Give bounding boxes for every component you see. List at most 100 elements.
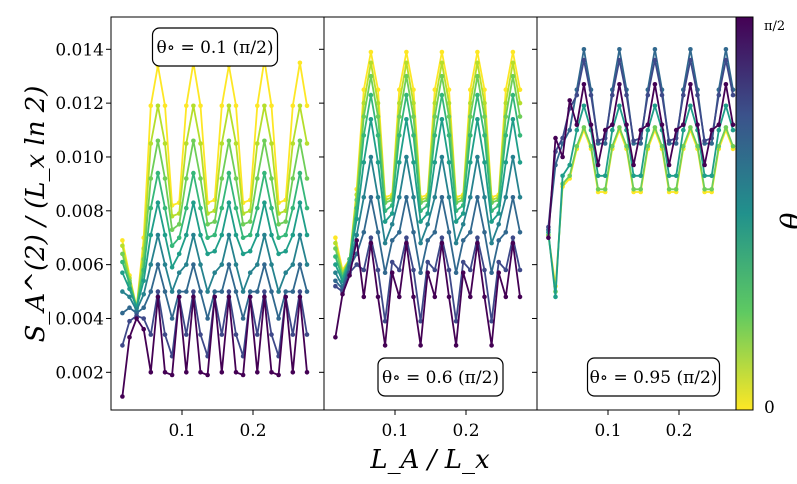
data-point-p2-s5-13 — [638, 127, 643, 133]
panel-right — [546, 47, 736, 300]
data-point-p2-s4-21 — [695, 92, 700, 98]
data-point-p1-s8-7 — [382, 343, 388, 348]
data-point-p1-s6-26 — [517, 230, 523, 235]
data-point-p1-s8-19 — [468, 294, 473, 300]
data-point-p2-s2-4 — [574, 127, 580, 133]
data-point-p0-s7-0 — [120, 343, 125, 348]
data-point-p1-s4-21 — [482, 160, 487, 165]
data-point-p0-s6-17 — [240, 316, 246, 321]
data-point-p1-s7-4 — [361, 267, 367, 273]
data-point-p0-s5-10 — [191, 232, 196, 238]
data-point-p1-s4-12 — [418, 219, 423, 224]
data-point-p0-s5-12 — [205, 289, 210, 294]
y-axis-ticks: 0.002 0.004 0.006 0.008 0.010 0.012 0.014 — [55, 40, 537, 383]
data-point-p2-s4-16 — [659, 92, 665, 98]
data-point-p0-s6-19 — [254, 289, 260, 294]
data-point-p1-s0-19 — [468, 87, 473, 92]
data-point-p2-s5-17 — [666, 162, 672, 168]
data-point-p1-s8-20 — [475, 240, 480, 246]
data-point-p1-s1-16 — [446, 100, 452, 106]
data-point-p0-s6-14 — [219, 289, 225, 294]
annotation-box-1: θ∘ = 0.6 (π/2) — [377, 357, 504, 397]
data-point-p0-s7-11 — [198, 332, 203, 337]
data-point-p0-s2-11 — [198, 176, 203, 181]
data-point-p2-s2-14 — [645, 127, 651, 133]
annotation-suffix-0: (π/2) — [233, 38, 274, 58]
data-point-p0-s4-24 — [290, 232, 296, 238]
data-point-p0-s3-15 — [226, 170, 232, 176]
data-point-p0-s7-16 — [233, 332, 239, 337]
data-point-p0-s3-10 — [191, 170, 196, 176]
data-point-p1-s4-26 — [517, 160, 523, 165]
data-point-p0-s4-1 — [127, 286, 132, 292]
data-point-p2-s1-15 — [652, 125, 658, 130]
data-point-p0-s7-4 — [148, 332, 154, 337]
data-point-p1-s1-0 — [333, 240, 338, 246]
data-point-p0-s5-15 — [226, 232, 232, 238]
data-point-p1-s3-4 — [361, 133, 367, 138]
data-point-p2-s2-9 — [610, 127, 615, 133]
data-point-p1-s7-13 — [425, 259, 431, 265]
data-point-p0-s5-1 — [127, 294, 132, 300]
data-point-p0-s6-8 — [176, 289, 182, 294]
data-point-p1-s4-6 — [375, 160, 381, 165]
data-point-p0-s2-18 — [247, 219, 253, 224]
data-point-p1-s7-26 — [517, 267, 523, 273]
data-point-p1-s5-13 — [425, 222, 431, 227]
data-point-p2-s3-25 — [723, 47, 729, 52]
x-tick-label-0-0: 0.1 — [168, 421, 195, 441]
data-point-p1-s8-12 — [418, 343, 423, 348]
data-point-p1-s7-22 — [489, 318, 494, 324]
data-point-p0-s4-20 — [262, 200, 267, 205]
data-point-p2-s2-17 — [666, 173, 672, 179]
data-point-p1-s0-25 — [510, 49, 516, 55]
data-point-p2-s1-25 — [723, 125, 729, 130]
data-point-p1-s6-22 — [489, 270, 494, 276]
data-point-p2-s3-5 — [581, 47, 587, 52]
data-point-p0-s8-3 — [141, 326, 146, 332]
data-point-p0-s5-3 — [141, 292, 146, 297]
data-point-p1-s1-26 — [517, 100, 523, 106]
data-point-p1-s4-3 — [354, 216, 360, 222]
annotation-text-0: θ∘ = 0.1 (π/2) — [156, 38, 273, 58]
data-point-p1-s5-18 — [460, 222, 466, 227]
data-point-p1-s7-5 — [368, 235, 374, 240]
data-point-p1-s4-0 — [333, 262, 338, 267]
data-point-p1-s5-21 — [482, 195, 487, 200]
data-point-p2-s3-8 — [602, 141, 608, 146]
data-point-p2-s4-25 — [723, 57, 729, 63]
data-point-p1-s0-4 — [361, 87, 367, 92]
data-point-p1-s5-11 — [411, 195, 416, 200]
data-point-p1-s6-11 — [411, 230, 416, 235]
data-point-p0-s6-11 — [198, 289, 203, 294]
data-point-p1-s6-7 — [382, 270, 388, 276]
data-point-p0-s0-11 — [198, 103, 203, 109]
data-point-p0-s2-23 — [283, 219, 289, 224]
data-point-p0-s3-6 — [162, 205, 168, 211]
data-point-p1-s8-23 — [496, 270, 502, 276]
data-point-p2-s1-18 — [673, 187, 679, 192]
data-point-p1-s4-7 — [382, 219, 388, 224]
data-point-p1-s8-3 — [354, 238, 360, 243]
data-point-p2-s2-22 — [702, 173, 707, 179]
data-point-p1-s8-5 — [368, 240, 374, 246]
data-point-p0-s2-22 — [276, 222, 281, 227]
colorbar-tick-zero: 0 — [764, 398, 775, 418]
data-point-p1-s5-3 — [354, 232, 360, 238]
data-point-p2-s5-0 — [546, 235, 551, 240]
data-point-p1-s7-19 — [468, 267, 473, 273]
data-point-p1-s7-9 — [397, 267, 402, 273]
data-point-p1-s0-11 — [411, 87, 416, 92]
data-point-p0-s1-20 — [262, 103, 267, 109]
data-point-p1-s7-6 — [375, 267, 381, 273]
data-point-p1-s8-10 — [404, 240, 409, 246]
data-point-p0-s3-19 — [254, 205, 260, 211]
data-point-p0-s6-20 — [262, 262, 267, 267]
data-point-p1-s7-12 — [418, 318, 423, 324]
data-point-p1-s1-6 — [375, 100, 381, 106]
data-point-p0-s1-0 — [120, 243, 125, 249]
data-point-p0-s8-16 — [233, 370, 239, 375]
data-point-p1-s8-22 — [489, 343, 494, 348]
data-point-p2-s2-23 — [709, 173, 714, 179]
data-point-p1-s7-17 — [453, 318, 459, 324]
